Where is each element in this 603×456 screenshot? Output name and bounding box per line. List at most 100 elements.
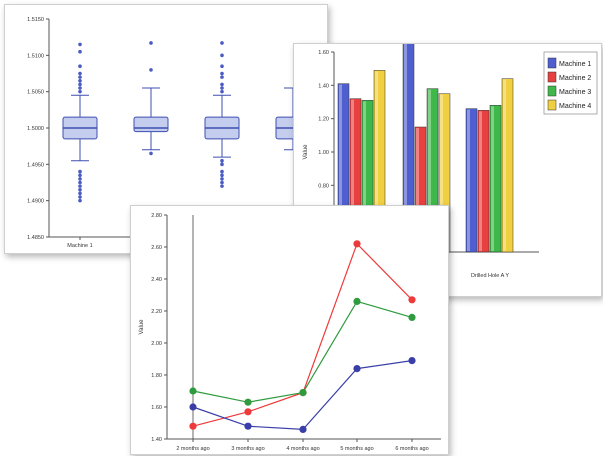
bar [465, 108, 478, 253]
outlier-point [78, 75, 82, 79]
y-tick-label: 1.40 [151, 437, 162, 443]
outlier-point [220, 82, 224, 87]
legend-label: Machine 3 [559, 89, 591, 96]
x-tick-label: 2 months ago [176, 446, 209, 452]
y-axis-label: Value [139, 319, 145, 335]
bar-highlight [428, 89, 431, 251]
data-point [408, 357, 416, 365]
bar-highlight [416, 128, 419, 251]
bar-highlight [351, 99, 354, 251]
bar [489, 105, 502, 253]
data-point [408, 313, 416, 321]
x-tick-label: 6 months ago [395, 446, 428, 452]
y-tick-label: 1.40 [318, 83, 329, 89]
bar-highlight [479, 111, 482, 251]
outlier-point [220, 64, 224, 69]
x-tick-label: 5 months ago [340, 446, 373, 452]
x-tick-label: 4 months ago [286, 446, 319, 452]
y-tick-label: 2.00 [151, 341, 162, 347]
outlier-point [78, 177, 82, 181]
y-tick-label: 1.60 [318, 50, 329, 56]
outlier-point [78, 173, 82, 178]
outlier-point [78, 82, 82, 87]
bar-highlight [491, 106, 494, 251]
y-tick-label: 2.20 [151, 309, 162, 315]
outlier-point [149, 68, 153, 72]
x-tick-label: Machine 1 [67, 243, 92, 249]
y-tick-label: 1.4950 [27, 162, 44, 168]
data-point [189, 422, 197, 430]
line-chart-panel: 1.40 1.60 1.80 2.00 2.20 2.40 2.60 2.80 Value 2 m… [130, 205, 449, 455]
outlier-point [78, 169, 82, 174]
data-point [189, 403, 197, 411]
outlier-point [220, 75, 224, 79]
data-point [244, 408, 252, 416]
series-line [192, 242, 413, 427]
data-point [299, 389, 307, 397]
box [133, 116, 169, 133]
y-tick-label: 0.80 [318, 183, 329, 189]
y-tick-label: 2.80 [151, 213, 162, 219]
outlier-point [220, 71, 224, 76]
series-line [192, 300, 413, 403]
outlier-point [78, 180, 82, 185]
outlier-point [220, 89, 224, 94]
legend-swatch [547, 71, 557, 83]
bar-highlight [375, 71, 378, 251]
y-axis-label: Value [303, 144, 309, 160]
x-tick-label: Drilled Hole A Y [471, 273, 509, 279]
data-point [353, 365, 361, 373]
y-tick-label: 1.80 [151, 373, 162, 379]
bar-highlight [440, 94, 443, 251]
data-point [244, 398, 252, 406]
bar-highlight [503, 79, 506, 251]
data-point [189, 387, 197, 395]
y-tick-label: 1.5050 [27, 90, 44, 96]
y-tick-label: 1.5000 [27, 126, 44, 132]
legend-swatch [547, 57, 557, 69]
outlier-point [220, 53, 224, 58]
bar-highlight [467, 109, 470, 252]
outlier-point [78, 86, 82, 90]
outlier-point [220, 173, 224, 178]
y-tick-label: 1.20 [318, 117, 329, 123]
outlier-point [78, 42, 82, 47]
legend-swatch [547, 85, 557, 97]
outlier-point [78, 78, 82, 83]
bar [501, 78, 514, 253]
outlier-point [220, 41, 224, 45]
y-tick-label: 1.00 [318, 150, 329, 156]
legend-swatch [547, 99, 557, 111]
y-tick-label: 1.4850 [27, 235, 44, 241]
legend-label: Machine 1 [559, 61, 591, 68]
x-tick-label: 3 months ago [231, 446, 264, 452]
outlier-point [78, 195, 82, 199]
legend-label: Machine 2 [559, 75, 591, 82]
outlier-point [220, 162, 224, 167]
outlier-point [220, 177, 224, 181]
outlier-point [78, 89, 82, 94]
legend-label: Machine 4 [559, 103, 591, 110]
y-tick-label: 1.5100 [27, 53, 44, 59]
bar-highlight [363, 101, 366, 251]
outlier-point [78, 64, 82, 69]
y-tick-label: 1.60 [151, 405, 162, 411]
outlier-point [220, 158, 224, 163]
outlier-point [149, 151, 153, 156]
outlier-point [78, 184, 82, 188]
y-tick-label: 2.40 [151, 277, 162, 283]
y-tick-label: 1.5150 [27, 17, 44, 23]
line-chart: 1.40 1.60 1.80 2.00 2.20 2.40 2.60 2.80 Value 2 m… [139, 213, 441, 452]
y-tick-label: 1.4900 [27, 199, 44, 205]
outlier-point [78, 49, 82, 54]
outlier-point [78, 187, 82, 192]
outlier-point [220, 180, 224, 185]
bar [477, 110, 490, 253]
data-point [408, 296, 416, 304]
outlier-point [78, 198, 82, 203]
bar-highlight [404, 44, 407, 252]
outlier-point [220, 86, 224, 90]
data-point [353, 297, 361, 305]
outlier-point [220, 184, 224, 188]
